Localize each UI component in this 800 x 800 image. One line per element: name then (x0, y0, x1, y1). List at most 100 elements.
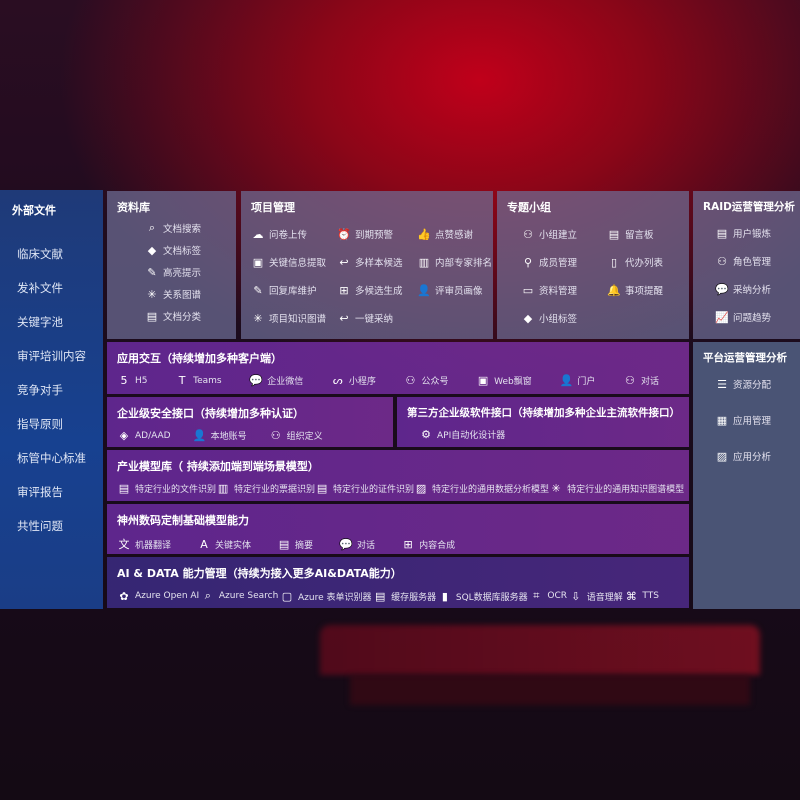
library-item-label: 高亮提示 (163, 268, 202, 279)
platform-item-label: 应用分析 (733, 452, 772, 463)
app-item[interactable]: T Teams (175, 374, 222, 387)
ai-item[interactable]: ▢ Azure 表单识别器 (280, 590, 372, 603)
app-item[interactable]: ⚇ 对话 (623, 374, 659, 387)
raid-item[interactable]: ▤ 用户锻炼 (715, 226, 790, 241)
reply-icon: ↩ (339, 255, 349, 269)
security-item[interactable]: ⚇ 组织定义 (269, 429, 323, 442)
external-file-item[interactable]: 指导原则 (17, 417, 63, 431)
project-item-label: 一键采纳 (355, 314, 394, 325)
platform-item-label: 资源分配 (733, 380, 772, 391)
external-file-item[interactable]: 审评培训内容 (17, 349, 86, 363)
library-item[interactable]: ◆ 文档标签 (145, 243, 226, 258)
project-item[interactable]: ⏰ 到期预警 (337, 227, 417, 242)
ai-item[interactable]: ⌗ OCR (529, 589, 567, 603)
app-item[interactable]: 💬 企业微信 (249, 374, 303, 387)
platform-item[interactable]: ▦ 应用管理 (715, 413, 790, 428)
ai-item[interactable]: ⌕ Azure Search (201, 589, 279, 603)
entity-icon: A (200, 537, 208, 551)
library-item[interactable]: ✎ 高亮提示 (145, 265, 226, 280)
external-file-item[interactable]: 关键字池 (17, 315, 63, 329)
person-icon: 👤 (417, 283, 431, 297)
platform-item-label: 应用管理 (733, 416, 772, 427)
base-item[interactable]: 文机器翻译 (117, 536, 172, 552)
ai-item[interactable]: ⇩ 语音理解 (569, 590, 623, 603)
qa-icon: 💬 (715, 282, 729, 296)
ai-item[interactable]: ▮ SQL数据库服务器 (438, 590, 528, 603)
app-item[interactable]: ᔕ 小程序 (331, 374, 376, 387)
users-icon: ⚇ (717, 254, 727, 268)
project-item[interactable]: ☁ 问卷上传 (251, 227, 337, 242)
app-item[interactable]: ▣ Web飘窗 (476, 374, 532, 387)
teams-icon: T (178, 374, 186, 387)
project-item[interactable]: ⊞ 多候选生成 (337, 283, 417, 298)
project-title: 项目管理 (251, 201, 295, 214)
platform-item[interactable]: ☰ 资源分配 (715, 377, 790, 392)
library-item[interactable]: ▤ 文档分类 (145, 309, 226, 324)
project-item[interactable]: ✳ 项目知识图谱 (251, 311, 337, 326)
openai-icon: ✿ (119, 589, 129, 603)
ai-item[interactable]: ▤ 缓存服务器 (373, 590, 436, 603)
group-item[interactable]: ◆ 小组标签 (521, 311, 607, 326)
group-item[interactable]: ▤ 留言板 (607, 227, 687, 242)
app-item[interactable]: ⚇ 公众号 (403, 374, 449, 387)
raid-item[interactable]: 💬 采纳分析 (715, 282, 790, 297)
app-item[interactable]: 👤 门户 (559, 374, 595, 387)
third-item-label: API自动化设计器 (437, 431, 506, 441)
base-item[interactable]: ⊞ 内容合成 (401, 538, 455, 551)
external-file-item[interactable]: 临床文献 (17, 247, 63, 261)
app-item[interactable]: 5 H5 (117, 374, 148, 387)
chat-users-icon: ⚇ (625, 374, 635, 387)
project-item-label: 内部专家排名 (435, 258, 493, 269)
raid-item[interactable]: 📈 问题趋势 (715, 310, 790, 325)
base-title: 神州数码定制基础模型能力 (117, 514, 249, 527)
ai-item[interactable]: ⌘ TTS (624, 590, 659, 603)
project-item[interactable]: 👍 点赞感谢 (417, 227, 497, 242)
project-item[interactable]: ▣ 关键信息提取 (251, 255, 337, 270)
base-item-label: 内容合成 (419, 540, 456, 551)
project-item[interactable]: ✎ 回复库维护 (251, 283, 337, 298)
external-file-item[interactable]: 竞争对手 (17, 383, 63, 397)
external-file-item[interactable]: 发补文件 (17, 281, 63, 295)
security-item[interactable]: ◈ AD/AAD (117, 429, 171, 442)
group-item[interactable]: 🔔 事项提醒 (607, 283, 687, 298)
graph-icon: ✳ (147, 287, 157, 301)
ai-item[interactable]: ✿ Azure Open AI (117, 590, 199, 603)
library-title: 资料库 (117, 201, 150, 214)
industry-panel: 产业模型库（ 持续添加端到端场景模型） ▤ 特定行业的文件识别 ▥ 特定行业的票据识别… (107, 450, 689, 501)
group-item[interactable]: ⚇ 小组建立 (521, 227, 607, 242)
group-item[interactable]: ▭ 资料管理 (521, 283, 607, 298)
group-item-label: 小组建立 (539, 230, 578, 241)
industry-item[interactable]: ✳ 特定行业的通用知识图谱模型 (549, 482, 684, 495)
platform-item[interactable]: ▨ 应用分析 (715, 449, 790, 464)
industry-item[interactable]: ▤ 特定行业的文件识别 (117, 482, 216, 495)
third-title: 第三方企业级软件接口（持续增加多种企业主流软件接口） (407, 407, 680, 419)
industry-item[interactable]: ▤ 特定行业的证件识别 (315, 482, 414, 495)
external-file-item[interactable]: 标管中心标准 (17, 451, 86, 465)
library-item[interactable]: ⌕ 文档搜索 (145, 221, 226, 235)
base-item[interactable]: ▤ 摘要 (277, 538, 313, 551)
project-item[interactable]: 👤 评审员画像 (417, 283, 497, 298)
security-item[interactable]: 👤 本地账号 (193, 429, 247, 442)
raid-item-label: 问题趋势 (733, 313, 772, 324)
chart-icon: ▨ (415, 482, 427, 495)
group-item[interactable]: ▯ 代办列表 (607, 255, 687, 270)
project-item[interactable]: ▥ 内部专家排名 (417, 255, 497, 270)
project-item[interactable]: ↩ 一键采纳 (337, 311, 417, 326)
library-item-label: 关系图谱 (163, 290, 202, 301)
raid-item[interactable]: ⚇ 角色管理 (715, 254, 790, 269)
portal-icon: 👤 (559, 374, 574, 387)
platform-title: 平台运营管理分析 (703, 352, 787, 364)
library-item[interactable]: ✳ 关系图谱 (145, 287, 226, 302)
project-item[interactable]: ↩ 多样本候选 (337, 255, 417, 270)
industry-item[interactable]: ▨ 特定行业的通用数据分析模型 (414, 482, 549, 495)
base-item[interactable]: A 关键实体 (197, 538, 251, 551)
external-file-item[interactable]: 共性问题 (17, 519, 63, 533)
group-item[interactable]: ⚲ 成员管理 (521, 255, 607, 270)
security-item-label: 组织定义 (286, 432, 323, 442)
base-item[interactable]: 💬 对话 (339, 538, 375, 551)
external-file-item[interactable]: 审评报告 (17, 485, 63, 499)
receipt-icon: ▥ (217, 482, 229, 495)
third-item[interactable]: ⚙ API自动化设计器 (419, 428, 505, 441)
trend-icon: 📈 (715, 310, 729, 324)
industry-item[interactable]: ▥ 特定行业的票据识别 (216, 482, 315, 495)
